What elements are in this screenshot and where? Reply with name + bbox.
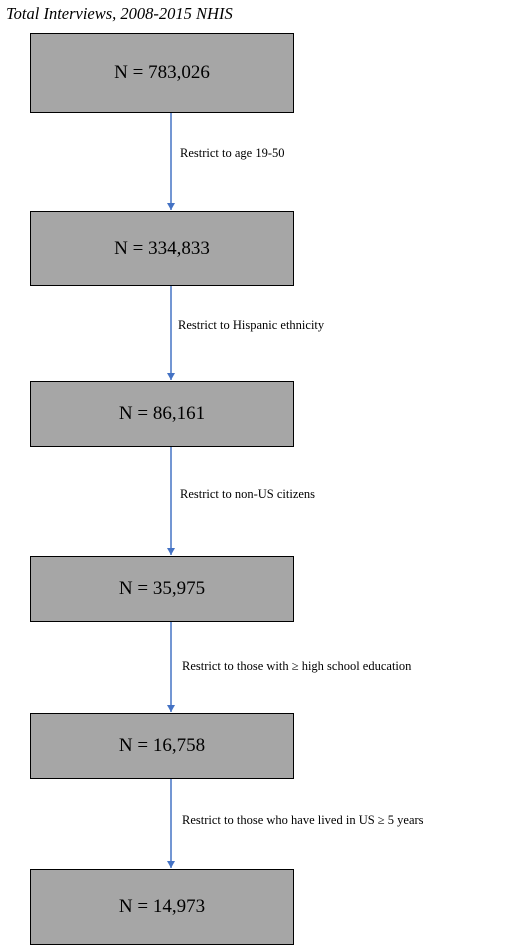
node-lived-in-us-5-years: N = 14,973 — [30, 869, 294, 945]
node-total-interviews: N = 783,026 — [30, 33, 294, 113]
node-hispanic: N = 86,161 — [30, 381, 294, 447]
edge-label-hispanic: Restrict to Hispanic ethnicity — [178, 318, 325, 332]
node-age-19-50: N = 334,833 — [30, 211, 294, 286]
node-high-school-education: N = 16,758 — [30, 713, 294, 779]
diagram-title: Total Interviews, 2008-2015 NHIS — [6, 4, 233, 23]
edge-label-residence: Restrict to those who have lived in US ≥… — [182, 813, 424, 827]
edge-label-education: Restrict to those with ≥ high school edu… — [182, 659, 412, 673]
node-non-us-citizens: N = 35,975 — [30, 556, 294, 622]
edge-label-citizenship: Restrict to non-US citizens — [180, 487, 316, 501]
edge-label-age: Restrict to age 19-50 — [180, 146, 285, 160]
